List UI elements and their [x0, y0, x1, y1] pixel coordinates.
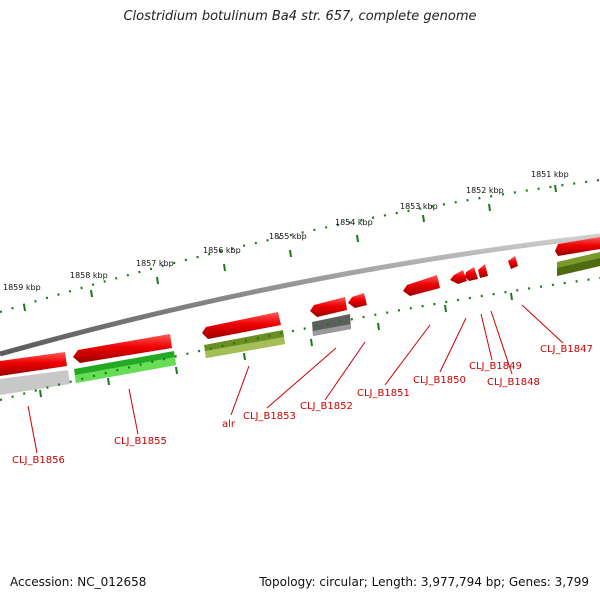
- inner-tick-ring: [0, 276, 600, 402]
- outer-tick-ring: [0, 178, 600, 314]
- major-tick: [289, 249, 292, 258]
- gene-arrow-clj-b1849[interactable]: [478, 264, 488, 278]
- tick-label: 1858 kbp: [70, 271, 108, 280]
- gene-arrow-clj-b1851[interactable]: [403, 275, 440, 296]
- major-tick: [175, 366, 178, 375]
- leader-line: [266, 347, 337, 409]
- gene-label-clj-b1855[interactable]: CLJ_B1855: [114, 436, 167, 447]
- gene-labels: CLJ_B1847 CLJ_B1848 CLJ_B1849 CLJ_B1850 …: [12, 344, 593, 466]
- tick-label: 1856 kbp: [203, 246, 241, 255]
- tick-label: 1859 kbp: [3, 283, 41, 292]
- feature-block-green-shade: [75, 357, 176, 383]
- genome-backbone: [0, 233, 600, 357]
- leader-line: [490, 310, 513, 375]
- tick-label: 1852 kbp: [466, 186, 504, 195]
- major-tick: [510, 292, 513, 301]
- gene-label-clj-b1856[interactable]: CLJ_B1856: [12, 455, 65, 466]
- feature-block-olive-right-shade: [557, 258, 600, 276]
- tick-label: 1855 kbp: [269, 232, 307, 241]
- major-tick: [107, 377, 110, 386]
- major-tick: [422, 214, 425, 223]
- reverse-strand-blocks: [0, 252, 600, 395]
- major-tick: [223, 263, 226, 272]
- major-tick: [23, 303, 26, 312]
- leader-line: [27, 405, 38, 454]
- major-tick: [310, 338, 313, 347]
- gene-arrow-clj-b1848[interactable]: [508, 256, 518, 269]
- gene-arrow-clj-b1847[interactable]: [555, 237, 600, 256]
- feature-block-olive-shade: [205, 337, 285, 358]
- gene-arrow-clj-b1855[interactable]: [73, 334, 172, 363]
- gene-label-clj-b1847[interactable]: CLJ_B1847: [540, 344, 593, 355]
- gene-arrow-clj-b1849b[interactable]: [465, 267, 478, 281]
- tick-labels: 1851 kbp 1852 kbp 1853 kbp 1854 kbp 1855…: [3, 170, 569, 292]
- gene-label-clj-b1848[interactable]: CLJ_B1848: [487, 377, 540, 388]
- forward-strand-genes: [0, 237, 600, 376]
- leader-lines: [27, 304, 564, 454]
- major-tick: [243, 352, 246, 361]
- major-tick: [377, 322, 380, 331]
- leader-line: [128, 388, 139, 435]
- gene-label-clj-b1851[interactable]: CLJ_B1851: [357, 388, 410, 399]
- major-tick: [444, 304, 447, 313]
- map-title: Clostridium botulinum Ba4 str. 657, comp…: [123, 9, 477, 24]
- genome-summary-text: Topology: circular; Length: 3,977,794 bp…: [259, 575, 589, 589]
- major-tick: [90, 289, 93, 298]
- gene-arrow-clj-b1856[interactable]: [0, 352, 67, 376]
- gene-label-clj-b1853[interactable]: CLJ_B1853: [243, 411, 296, 422]
- gene-arrow-alr[interactable]: [202, 312, 281, 339]
- gene-arrow-clj-b1852[interactable]: [348, 293, 367, 308]
- major-tick: [39, 389, 42, 398]
- gene-arrow-clj-b1853[interactable]: [310, 297, 347, 317]
- gene-label-clj-b1850[interactable]: CLJ_B1850: [413, 375, 466, 386]
- leader-line: [439, 317, 467, 373]
- major-tick: [356, 234, 359, 243]
- tick-label: 1857 kbp: [136, 259, 174, 268]
- leader-line: [230, 365, 250, 416]
- tick-label: 1854 kbp: [335, 218, 373, 227]
- tick-label: 1851 kbp: [531, 170, 569, 179]
- gene-label-alr[interactable]: alr: [222, 419, 236, 430]
- feature-block-grey-shade: [313, 324, 351, 336]
- leader-line: [521, 304, 564, 344]
- gene-label-clj-b1849[interactable]: CLJ_B1849: [469, 361, 522, 372]
- major-tick: [554, 184, 557, 193]
- major-tick: [488, 203, 491, 212]
- leader-line: [384, 324, 431, 386]
- gene-label-clj-b1852[interactable]: CLJ_B1852: [300, 401, 353, 412]
- gene-arrow-clj-b1850[interactable]: [450, 270, 467, 284]
- leader-line: [324, 341, 366, 401]
- major-tick: [156, 276, 159, 285]
- feature-block-light-grey: [0, 370, 70, 395]
- leader-line: [480, 313, 493, 361]
- tick-label: 1853 kbp: [400, 202, 438, 211]
- accession-text: Accession: NC_012658: [10, 575, 147, 589]
